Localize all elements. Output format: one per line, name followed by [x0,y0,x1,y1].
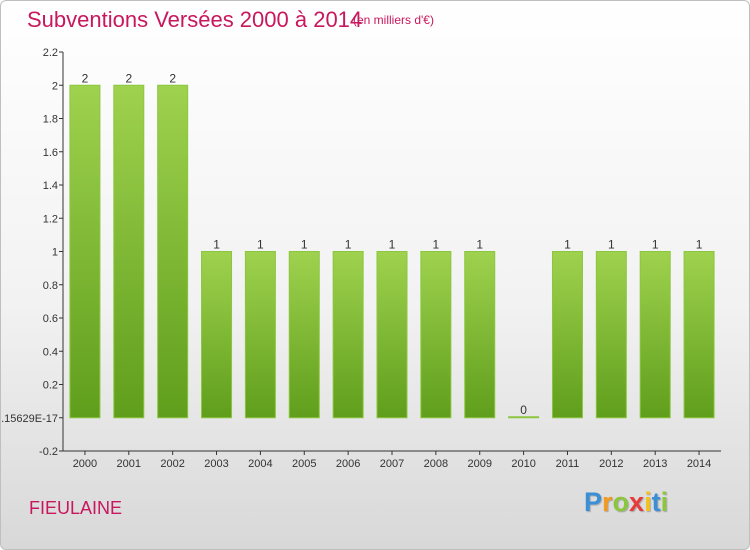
bar [508,416,540,419]
commune-name: FIEULAINE [29,498,123,518]
data-label: 1 [389,238,396,252]
y-tick-label: 0.2 [43,380,58,392]
chart-unit: (en milliers d'€) [353,13,434,27]
bar [288,251,320,419]
x-tick-label: 2003 [204,458,228,470]
data-label: 1 [696,238,703,252]
data-label: 1 [652,238,659,252]
data-label: 1 [433,238,440,252]
proxiti-logo[interactable]: Proxiti [584,487,668,518]
logo-letter: P [584,487,603,517]
y-tick-label: 2.2 [43,47,58,59]
y-tick-label: -1.15629E-17 [1,413,58,425]
data-label: 0 [520,403,527,417]
x-tick-label: 2010 [511,458,535,470]
y-tick-label: 0.8 [43,280,58,292]
bar [244,251,276,419]
x-tick-label: 2000 [73,458,97,470]
data-label: 1 [608,238,615,252]
x-tick-label: 2014 [687,458,711,470]
bar [201,251,233,419]
data-label: 1 [257,238,264,252]
logo-letter: o [612,487,630,517]
x-tick-label: 2006 [336,458,360,470]
bar [376,251,408,419]
x-tick-label: 2008 [424,458,448,470]
logo-letter: i [644,487,652,517]
bar [639,251,671,419]
logo-letter: r [602,487,613,517]
x-tick-label: 2011 [556,458,580,470]
x-tick-label: 2007 [380,458,404,470]
bar [551,251,583,419]
bar [420,251,452,419]
chart-title: Subventions Versées 2000 à 2014 [27,7,363,32]
bar [332,251,364,419]
data-label: 1 [345,238,352,252]
y-tick-label: 1.2 [43,213,58,225]
data-label: 1 [301,238,308,252]
x-tick-label: 2002 [160,458,184,470]
y-tick-label: 1.6 [43,147,58,159]
y-tick-label: 1.8 [43,114,58,126]
x-tick-label: 2001 [117,458,141,470]
logo-letter: x [629,487,645,517]
bar [69,84,101,419]
x-tick-label: 2012 [599,458,623,470]
y-tick-label: 0.4 [43,346,58,358]
x-tick-label: 2009 [467,458,491,470]
data-label: 2 [82,71,89,85]
bar [113,84,145,419]
bar [157,84,189,419]
data-label: 1 [213,238,220,252]
x-tick-label: 2005 [292,458,316,470]
y-tick-label: 2 [52,80,58,92]
x-tick-label: 2004 [248,458,272,470]
logo-letter: i [660,487,669,517]
data-label: 1 [476,238,483,252]
data-label: 2 [169,71,176,85]
data-label: 2 [125,71,132,85]
bar [464,251,496,419]
x-tick-label: 2013 [643,458,667,470]
y-tick-label: 1 [52,247,58,259]
y-tick-label: 1.4 [43,180,58,192]
data-label: 1 [564,238,571,252]
logo-letter: t [651,487,661,517]
y-tick-label: 0.6 [43,313,58,325]
bar [683,251,715,419]
bar [595,251,627,419]
y-tick-label: -0.2 [39,446,58,458]
